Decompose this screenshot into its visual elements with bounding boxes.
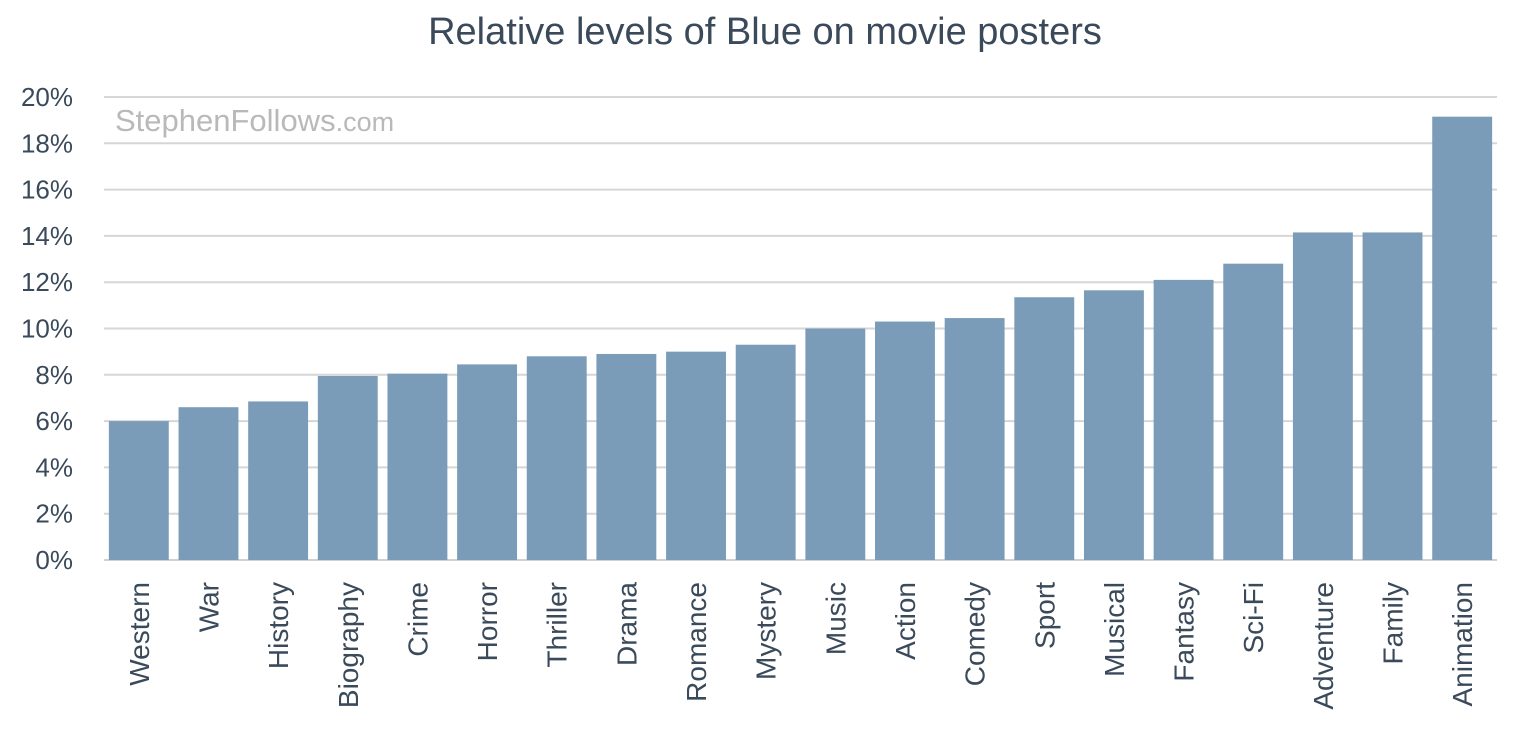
y-tick-label: 14%: [21, 221, 73, 251]
x-tick-label: Adventure: [1308, 582, 1339, 710]
category-labels: Western War History Biography Crime Horror Thr…: [124, 582, 1478, 710]
y-tick-label: 20%: [21, 82, 73, 112]
x-tick-label: Comedy: [960, 582, 991, 686]
watermark-suffix: .com: [336, 107, 395, 137]
y-axis-ticks: 0% 2% 4% 6% 8% 10% 12% 14% 16% 18% 20%: [21, 82, 73, 575]
y-tick-label: 6%: [35, 406, 73, 436]
y-tick-label: 16%: [21, 175, 73, 205]
bar-western: [108, 421, 169, 560]
x-tick-label: Sport: [1029, 582, 1060, 649]
bars: [108, 116, 1493, 561]
bar-comedy: [944, 318, 1005, 560]
x-tick-label: Horror: [472, 582, 503, 661]
y-tick-label: 10%: [21, 314, 73, 344]
bar-horror: [457, 364, 518, 560]
bar-mystery: [735, 344, 796, 560]
x-tick-label: Drama: [611, 582, 642, 666]
x-tick-label: History: [263, 582, 294, 669]
bar-animation: [1432, 116, 1493, 561]
x-tick-label: Thriller: [542, 582, 573, 668]
bar-adventure: [1292, 232, 1353, 561]
bar-sport: [1014, 297, 1075, 560]
x-tick-label: Musical: [1099, 582, 1130, 677]
y-tick-label: 0%: [35, 545, 73, 575]
bar-history: [248, 401, 309, 560]
chart-title: Relative levels of Blue on movie posters: [428, 11, 1102, 53]
x-tick-label: Fantasy: [1169, 582, 1200, 682]
y-tick-label: 18%: [21, 128, 73, 158]
x-tick-label: Family: [1378, 582, 1409, 664]
x-tick-label: Western: [124, 582, 155, 686]
bar-crime: [387, 373, 448, 560]
bar-sci-fi: [1223, 263, 1284, 560]
watermark-main: StephenFollows: [115, 103, 336, 138]
x-tick-label: Crime: [402, 582, 433, 657]
x-tick-label: War: [193, 582, 224, 632]
bar-action: [875, 321, 935, 560]
y-tick-label: 12%: [21, 267, 73, 297]
bar-music: [805, 328, 866, 560]
x-tick-label: Action: [890, 582, 921, 660]
x-tick-label: Music: [820, 582, 851, 655]
x-tick-label: Biography: [333, 582, 364, 708]
y-tick-label: 2%: [35, 499, 73, 529]
gridlines: [104, 96, 1497, 561]
y-tick-label: 8%: [35, 360, 73, 390]
x-tick-label: Romance: [681, 582, 712, 702]
bar-war: [178, 407, 239, 560]
x-tick-label: Mystery: [751, 582, 782, 680]
x-tick-label: Sci-Fi: [1238, 582, 1269, 654]
y-tick-label: 4%: [35, 452, 73, 482]
bar-romance: [666, 351, 726, 560]
bar-family: [1362, 232, 1423, 561]
x-tick-label: Animation: [1447, 582, 1478, 707]
watermark: StephenFollows.com: [115, 103, 394, 138]
bar-fantasy: [1153, 279, 1214, 560]
bar-thriller: [526, 356, 587, 560]
bar-musical: [1083, 290, 1144, 560]
bar-biography: [317, 375, 378, 560]
bar-drama: [596, 353, 657, 560]
